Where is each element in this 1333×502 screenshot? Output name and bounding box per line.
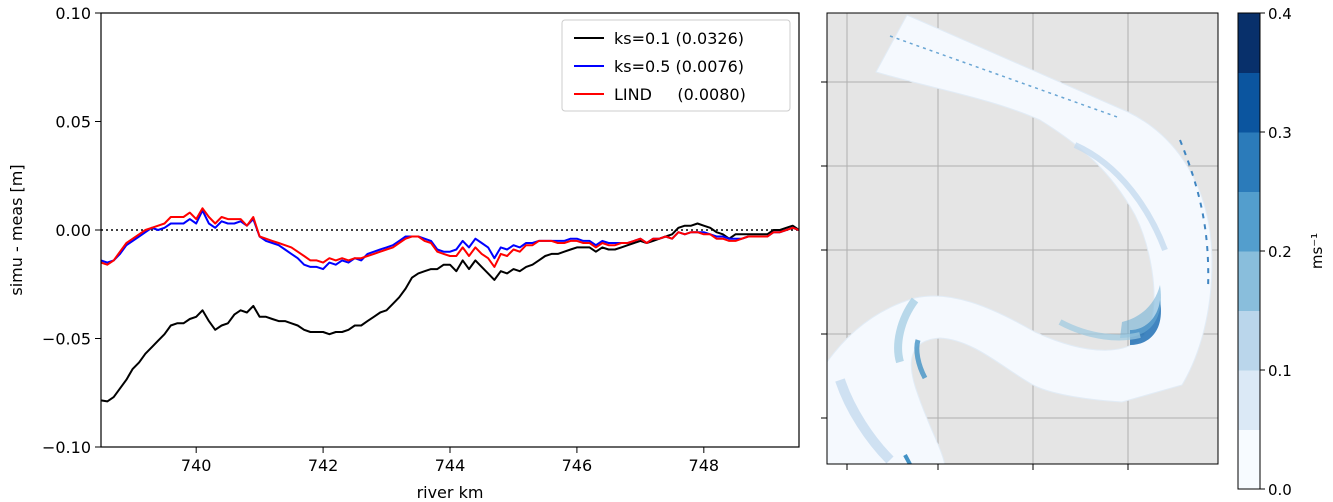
velocity-hotspot (914, 339, 928, 380)
velocity-map (821, 12, 1219, 470)
colorbar-tick-label: 0.4 (1268, 5, 1292, 23)
colorbar-cell (1238, 191, 1260, 252)
y-tick-label: 0.05 (55, 113, 91, 132)
velocity-streak (894, 297, 919, 364)
x-axis-ticks: 740 742 744 746 748 (181, 447, 719, 475)
colorbar-tick-label: 0.1 (1268, 362, 1292, 380)
river-edge-accent (889, 35, 1121, 119)
legend: ks=0.1 (0.0326) ks=0.5 (0.0076) LIND (0.… (561, 19, 791, 112)
colorbar: 0.0 0.1 0.2 0.3 0.4 ms⁻¹ (1237, 5, 1326, 499)
y-axis-ticks: −0.10 −0.05 0.00 0.05 0.10 (42, 4, 101, 457)
y-tick-label: −0.10 (42, 438, 91, 457)
x-tick-label: 748 (689, 456, 720, 475)
map-ticks (821, 81, 1129, 470)
river-field (827, 14, 1213, 464)
y-tick-label: 0.10 (55, 4, 91, 23)
y-tick-label: −0.05 (42, 330, 91, 349)
series-line-2 (101, 207, 799, 268)
colorbar-label: ms⁻¹ (1308, 233, 1326, 269)
series-lines (101, 207, 799, 403)
colorbar-cell (1238, 370, 1260, 430)
velocity-streak (1058, 319, 1141, 341)
legend-label-lind: LIND (0.0080) (614, 85, 746, 104)
x-tick-label: 744 (435, 456, 466, 475)
river-channel (827, 14, 1213, 464)
colorbar-tick-label: 0.3 (1268, 124, 1292, 142)
velocity-hotspot (1120, 285, 1161, 338)
line-chart: 740 742 744 746 748 −0.10 −0.05 0.00 0.05 0.10 r… (7, 4, 800, 502)
river-edge-accent (1179, 139, 1210, 291)
colorbar-cell (1238, 251, 1260, 311)
colorbar-cell (1238, 132, 1260, 192)
colorbar-cell (1238, 13, 1260, 73)
legend-label-ks05: ks=0.5 (0.0076) (614, 57, 744, 76)
colorbar-cell (1238, 310, 1260, 371)
map-frame (826, 12, 1219, 465)
velocity-streak (1073, 142, 1168, 252)
colorbar-tick-label: 0.2 (1268, 243, 1292, 261)
x-tick-label: 740 (181, 456, 212, 475)
colorbar-cell (1238, 72, 1260, 133)
y-tick-label: 0.00 (55, 221, 91, 240)
y-axis-label: simu - meas [m] (7, 164, 26, 295)
colorbar-cell (1238, 429, 1260, 490)
legend-label-ks01: ks=0.1 (0.0326) (614, 29, 744, 48)
colorbar-ticks: 0.0 0.1 0.2 0.3 0.4 (1260, 5, 1292, 499)
velocity-streak (835, 378, 894, 464)
colorbar-tick-label: 0.0 (1268, 481, 1292, 499)
x-axis-label: river km (417, 483, 484, 502)
x-tick-label: 742 (308, 456, 339, 475)
x-tick-label: 746 (562, 456, 593, 475)
colorbar-cells (1238, 13, 1260, 490)
velocity-hotspot (903, 454, 913, 464)
series-line-0 (101, 222, 799, 403)
legend-box (561, 19, 791, 112)
